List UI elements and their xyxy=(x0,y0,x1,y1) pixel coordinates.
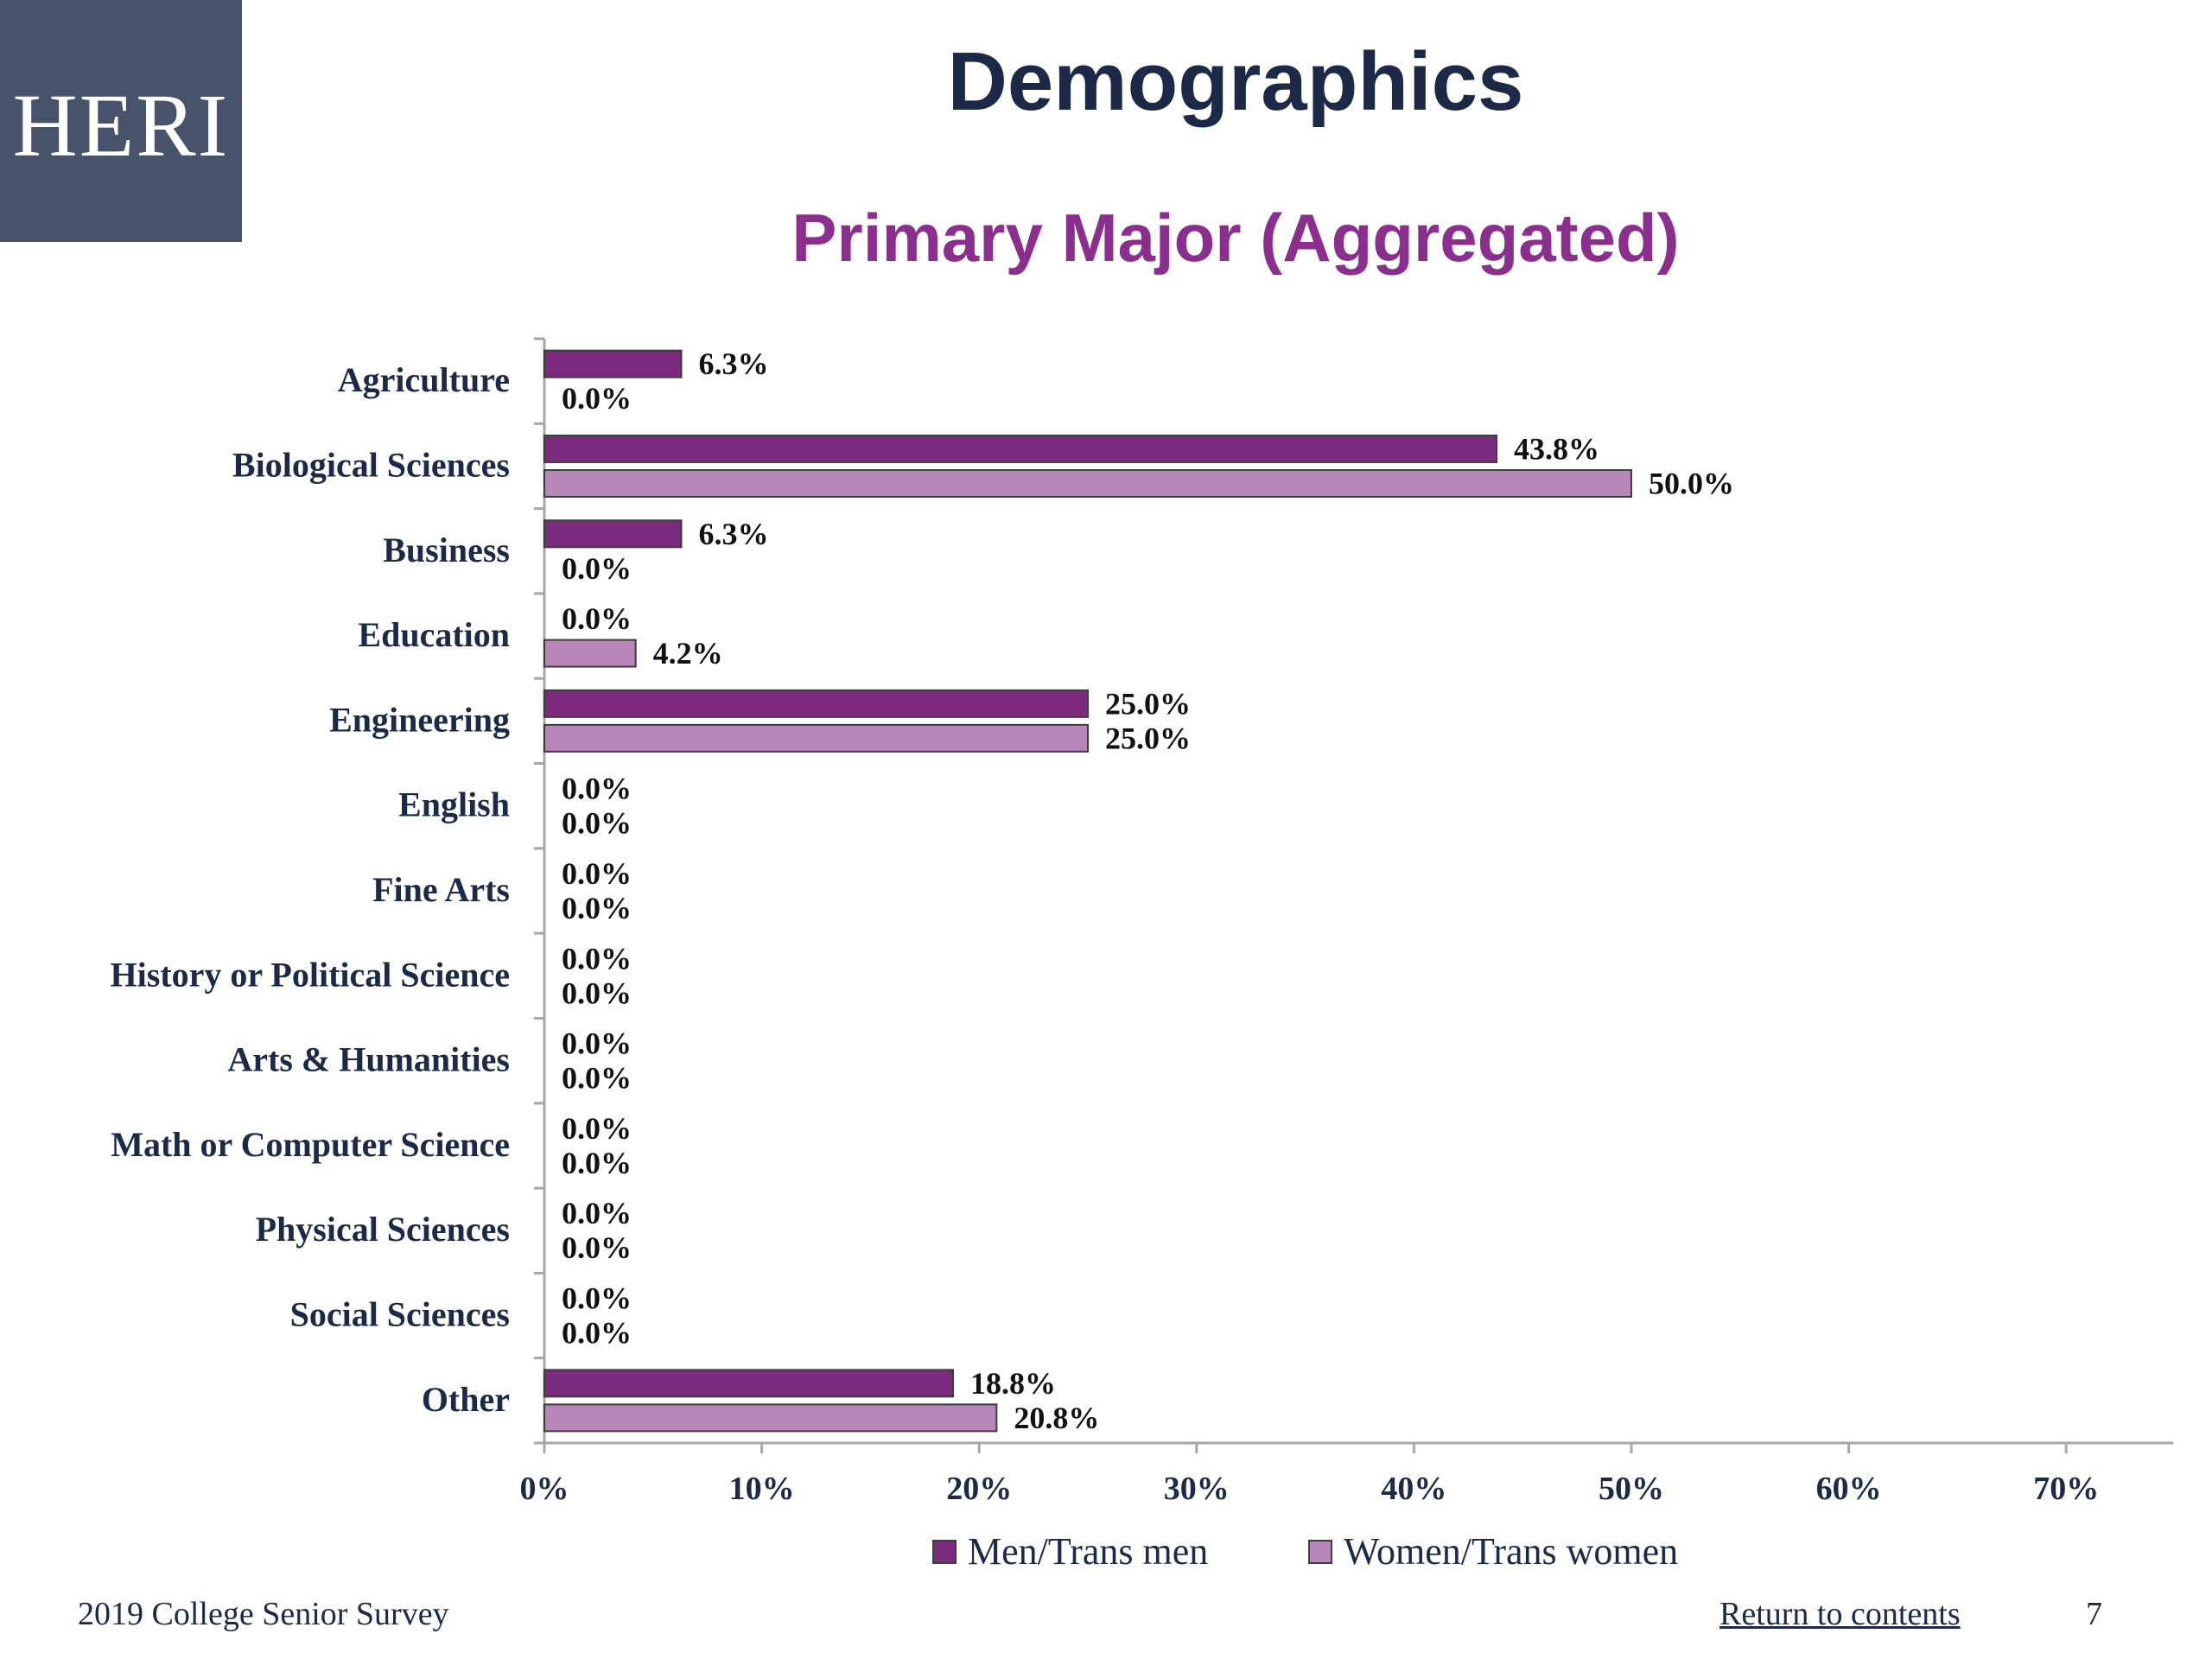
x-tick-label: 50% xyxy=(1599,1471,1664,1507)
category-label: Business xyxy=(383,531,510,569)
category-label: Math or Computer Science xyxy=(111,1125,510,1164)
women-data-label: 0.0% xyxy=(562,381,632,416)
women-data-label: 0.0% xyxy=(562,806,632,841)
women-bar xyxy=(543,723,1089,753)
category-label: Engineering xyxy=(329,700,510,739)
men-bar xyxy=(543,689,1089,718)
men-data-label: 6.3% xyxy=(699,517,769,551)
women-bar xyxy=(543,1403,998,1433)
women-data-label: 0.0% xyxy=(562,891,632,925)
page-title: Demographics xyxy=(947,35,1524,128)
legend-swatch xyxy=(932,1540,957,1564)
women-data-label: 0.0% xyxy=(562,976,632,1010)
category-label: Biological Sciences xyxy=(232,445,510,484)
category-label: Agriculture xyxy=(338,360,510,399)
women-data-label: 50.0% xyxy=(1649,466,1734,500)
x-tick-label: 60% xyxy=(1816,1471,1882,1507)
men-data-label: 0.0% xyxy=(562,1027,632,1061)
return-to-contents-link[interactable]: Return to contents xyxy=(1719,1596,1961,1632)
x-tick-label: 0% xyxy=(520,1471,569,1507)
women-data-label: 25.0% xyxy=(1105,721,1191,755)
chart-subtitle: Primary Major (Aggregated) xyxy=(791,200,1680,276)
survey-name: 2019 College Senior Survey xyxy=(78,1596,449,1632)
men-data-label: 0.0% xyxy=(562,1111,632,1146)
men-data-label: 0.0% xyxy=(562,601,632,636)
category-label: English xyxy=(398,785,510,824)
men-bar xyxy=(543,349,683,378)
logo-text: HERI xyxy=(12,75,230,175)
men-data-label: 6.3% xyxy=(699,346,769,381)
legend-swatch xyxy=(1308,1540,1332,1564)
x-tick-label: 10% xyxy=(729,1471,795,1507)
x-tick-label: 70% xyxy=(2033,1471,2099,1507)
heri-logo: HERI xyxy=(0,0,242,242)
x-tick-label: 20% xyxy=(946,1471,1012,1507)
x-tick-label: 30% xyxy=(1164,1471,1230,1507)
women-data-label: 0.0% xyxy=(562,1146,632,1180)
legend-label: Men/Trans men xyxy=(968,1530,1208,1573)
legend-label: Women/Trans women xyxy=(1344,1530,1678,1573)
women-data-label: 0.0% xyxy=(562,1230,632,1265)
men-data-label: 0.0% xyxy=(562,772,632,806)
women-data-label: 0.0% xyxy=(562,1061,632,1096)
category-label: Fine Arts xyxy=(372,870,510,909)
women-data-label: 20.8% xyxy=(1014,1401,1099,1435)
page-number: 7 xyxy=(2086,1596,2102,1632)
men-bar xyxy=(543,434,1498,463)
x-tick-label: 40% xyxy=(1381,1471,1446,1507)
men-data-label: 18.8% xyxy=(970,1366,1056,1401)
men-data-label: 0.0% xyxy=(562,941,632,976)
women-data-label: 0.0% xyxy=(562,551,632,586)
men-bar xyxy=(543,519,683,549)
category-label: Arts & Humanities xyxy=(227,1040,510,1079)
men-data-label: 0.0% xyxy=(562,1281,632,1316)
category-label: Education xyxy=(358,615,510,654)
category-label: Social Sciences xyxy=(290,1295,510,1334)
category-label: History or Political Science xyxy=(111,955,510,994)
men-data-label: 43.8% xyxy=(1514,431,1599,466)
men-data-label: 25.0% xyxy=(1105,686,1191,721)
women-bar xyxy=(543,468,1632,498)
category-label: Physical Sciences xyxy=(256,1210,510,1249)
men-data-label: 0.0% xyxy=(562,1196,632,1230)
women-data-label: 0.0% xyxy=(562,1316,632,1351)
women-data-label: 4.2% xyxy=(653,636,723,671)
men-bar xyxy=(543,1369,955,1398)
category-label: Other xyxy=(422,1380,510,1419)
men-data-label: 0.0% xyxy=(562,856,632,891)
women-bar xyxy=(543,639,637,668)
